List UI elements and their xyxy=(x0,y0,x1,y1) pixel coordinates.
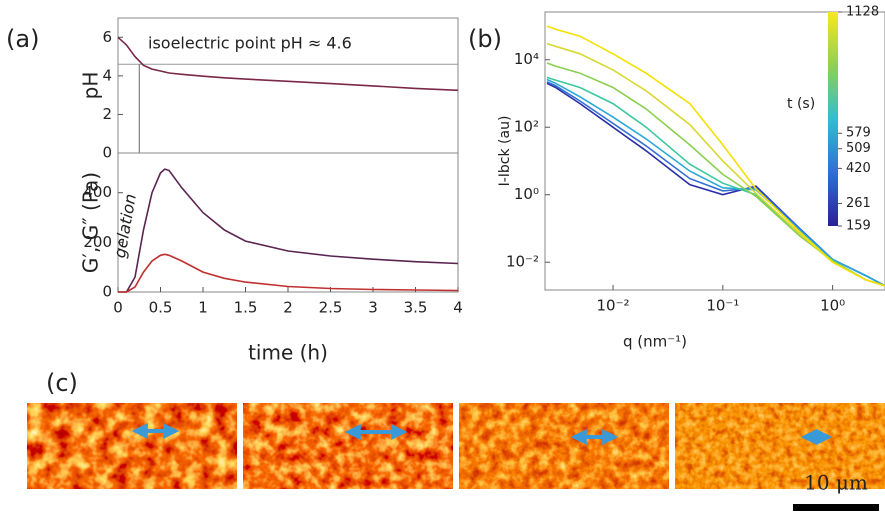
panel-label: (b) xyxy=(468,25,502,53)
x-tick-label: 2 xyxy=(283,299,293,317)
x-tick-label: 10⁻² xyxy=(597,297,630,315)
x-tick-label: 3 xyxy=(368,299,378,317)
y-tick-label: 10⁻² xyxy=(506,253,539,271)
data-line xyxy=(546,78,885,287)
annotation: gelation xyxy=(110,192,140,259)
colorbar-tick-label: 509 xyxy=(846,141,871,156)
y-tick-label: 10⁴ xyxy=(514,50,539,68)
colorbar xyxy=(828,12,838,226)
x-tick-label: 4 xyxy=(453,299,463,317)
scale-bar xyxy=(793,504,879,511)
data-line xyxy=(118,168,459,293)
colorbar-tick-label: 159 xyxy=(846,219,871,234)
y-tick-label: 0 xyxy=(102,144,112,162)
micrograph xyxy=(27,403,237,489)
scale-bar-label: 10 μm xyxy=(804,471,868,495)
x-tick-label: 1 xyxy=(198,299,208,317)
panel-label: (a) xyxy=(6,25,39,53)
x-tick-label: 3.5 xyxy=(404,299,428,317)
y-tick-label: 6 xyxy=(102,28,112,46)
x-axis-label: q (nm⁻¹) xyxy=(623,333,687,351)
colorbar-label: t (s) xyxy=(787,96,815,112)
y-tick-label: 4 xyxy=(102,66,112,84)
colorbar-tick-label: 420 xyxy=(846,161,871,176)
micrograph xyxy=(243,403,453,489)
y-tick-label: 200 xyxy=(83,233,112,251)
x-tick-label: 0 xyxy=(113,299,123,317)
data-line xyxy=(546,62,885,287)
data-line xyxy=(118,253,459,293)
x-tick-label: 10⁻¹ xyxy=(706,297,739,315)
micrograph xyxy=(459,403,669,489)
colorbar-tick-label: 261 xyxy=(846,196,871,211)
x-tick-label: 0.5 xyxy=(149,299,173,317)
y-tick-label: 0 xyxy=(102,283,112,301)
y-tick-label: 10² xyxy=(514,118,539,136)
data-line xyxy=(546,25,885,287)
x-tick-label: 1.5 xyxy=(234,299,258,317)
micrographs: 10 μm xyxy=(27,403,885,511)
y-tick-label: 2 xyxy=(102,105,112,123)
colorbar-tick-label: 1128 xyxy=(846,5,879,20)
y-tick-label: 10⁰ xyxy=(514,185,539,203)
x-axis-label: time (h) xyxy=(248,341,328,365)
panel-label: (c) xyxy=(46,369,78,397)
colorbar-tick-label: 579 xyxy=(846,126,871,141)
x-tick-label: 10⁰ xyxy=(820,297,845,315)
annotation: isoelectric point pH ≈ 4.6 xyxy=(148,34,352,53)
y-axis-label: pH xyxy=(79,72,103,100)
plot-frame xyxy=(117,152,459,293)
y-axis-label: I-Ibck (au) xyxy=(497,116,513,187)
plot-frame xyxy=(544,11,885,291)
micrograph xyxy=(675,403,885,489)
y-tick-label: 400 xyxy=(83,183,112,201)
x-tick-label: 2.5 xyxy=(319,299,343,317)
data-line xyxy=(117,36,459,92)
y-axis-label: G′, G″ (Pa) xyxy=(79,172,103,273)
